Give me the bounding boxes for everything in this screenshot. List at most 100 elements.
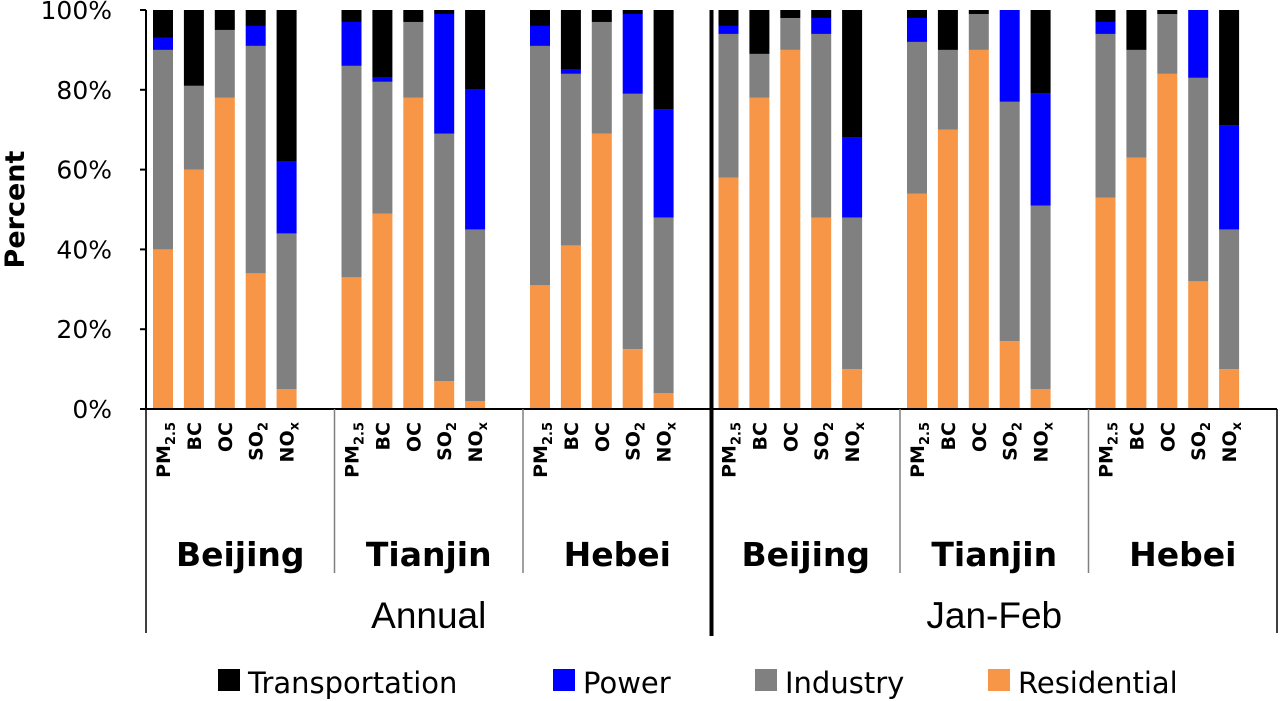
bar-segment-residential: [403, 97, 424, 409]
x-category-label: OC: [403, 422, 425, 452]
bar-segment-power: [372, 77, 393, 82]
legend: Transportation Power Industry Residential: [218, 666, 1178, 700]
bar-segment-residential: [749, 97, 770, 409]
bar-segment-power: [1095, 21, 1116, 34]
y-axis-label: Percent: [0, 150, 31, 268]
bar-segment-residential: [372, 213, 393, 409]
x-category-label: SO2: [811, 422, 837, 461]
bar-segment-power: [622, 13, 643, 94]
bar-segment-transportation: [245, 10, 266, 26]
x-category-label: OC: [215, 422, 237, 452]
bar-segment-residential: [937, 129, 958, 409]
bar-segment-transportation: [465, 10, 486, 90]
bar-segment-transportation: [749, 10, 770, 54]
region-label: Tianjin: [366, 535, 492, 574]
x-category-label: NOx: [277, 421, 303, 462]
bar-segment-power: [465, 89, 486, 230]
bar-segment-residential: [434, 381, 455, 409]
bar-segment-transportation: [653, 10, 674, 110]
y-tick-label: 0%: [72, 395, 112, 424]
bar-segment-transportation: [214, 10, 235, 30]
bar-segment-industry: [245, 45, 266, 274]
bar-segment-power: [907, 17, 927, 42]
bar-segment-transportation: [1030, 10, 1051, 94]
x-category-label: OC: [969, 422, 991, 452]
bar-segment-power: [718, 25, 739, 34]
bar-segment-transportation: [1219, 10, 1240, 126]
bar-segment-industry: [999, 101, 1020, 342]
bar-segment-residential: [1095, 197, 1116, 409]
bar-segment-transportation: [153, 10, 173, 38]
bar-segment-industry: [1157, 13, 1178, 74]
x-category-label: PM2.5: [153, 422, 179, 478]
bar-segment-industry: [780, 17, 801, 50]
x-category-label: NOx: [654, 421, 680, 462]
bar-segment-transportation: [811, 10, 832, 18]
bar-segment-industry: [560, 73, 581, 246]
x-category-label: OC: [780, 422, 802, 452]
x-category-label: PM2.5: [1096, 422, 1122, 478]
bar-segment-transportation: [434, 10, 455, 14]
bar-segment-residential: [718, 177, 739, 409]
bar-segment-industry: [372, 81, 393, 214]
bar-segment-residential: [276, 389, 297, 409]
bar-segment-industry: [214, 29, 235, 98]
legend-item: Transportation: [218, 666, 457, 700]
bar-segment-residential: [999, 341, 1020, 409]
bar-segment-transportation: [1126, 10, 1147, 50]
bar-segment-residential: [1219, 369, 1240, 409]
legend-item: Residential: [988, 666, 1178, 700]
bar-segment-residential: [153, 249, 173, 409]
region-label: Hebei: [564, 535, 671, 574]
bar-segment-industry: [718, 33, 739, 178]
bar-segment-industry: [465, 229, 486, 402]
bar-segment-industry: [1030, 205, 1051, 390]
bar-segment-industry: [811, 33, 832, 218]
x-category-label: SO2: [246, 422, 272, 461]
bar-segment-transportation: [1157, 10, 1178, 14]
bar-segment-industry: [653, 217, 674, 394]
period-label: Annual: [371, 595, 486, 636]
bar-segment-industry: [937, 49, 958, 130]
legend-label: Power: [583, 666, 671, 700]
legend-swatch: [988, 669, 1010, 691]
bar-segment-power: [1188, 10, 1209, 78]
bar-segment-industry: [907, 41, 927, 194]
x-category-label: OC: [592, 422, 614, 452]
bar-segment-residential: [653, 393, 674, 409]
x-category-label: BC: [938, 422, 960, 450]
bar-segment-industry: [591, 21, 612, 134]
bar-segment-power: [999, 10, 1020, 102]
bar-segment-power: [434, 13, 455, 134]
bar-segment-power: [276, 161, 297, 234]
x-category-label: BC: [561, 422, 583, 450]
bar-segment-power: [153, 37, 173, 50]
bar-segment-transportation: [276, 10, 297, 162]
x-category-label: NOx: [1219, 421, 1245, 462]
bar-segment-industry: [968, 13, 989, 50]
x-category-label: SO2: [623, 422, 649, 461]
bar-segment-transportation: [968, 10, 989, 14]
bar-segment-industry: [530, 45, 550, 286]
bar-segment-power: [530, 25, 550, 46]
bar-segment-transportation: [560, 10, 581, 70]
bars-layer: [153, 10, 1240, 410]
period-label: Jan-Feb: [926, 595, 1062, 636]
bar-segment-power: [842, 137, 863, 218]
bar-segment-transportation: [907, 10, 927, 18]
legend-swatch: [755, 669, 777, 691]
bar-segment-power: [560, 69, 581, 74]
bar-segment-industry: [622, 93, 643, 350]
x-category-label: PM2.5: [530, 422, 556, 478]
bar-segment-transportation: [372, 10, 393, 78]
legend-label: Residential: [1018, 666, 1178, 700]
bar-segment-industry: [749, 53, 770, 98]
bar-segment-power: [1030, 93, 1051, 206]
region-label: Beijing: [176, 535, 305, 574]
bar-segment-industry: [183, 85, 204, 170]
bar-segment-transportation: [718, 10, 739, 26]
bar-segment-residential: [183, 169, 204, 409]
x-category-label: SO2: [1000, 422, 1026, 461]
bar-segment-power: [1219, 125, 1240, 230]
